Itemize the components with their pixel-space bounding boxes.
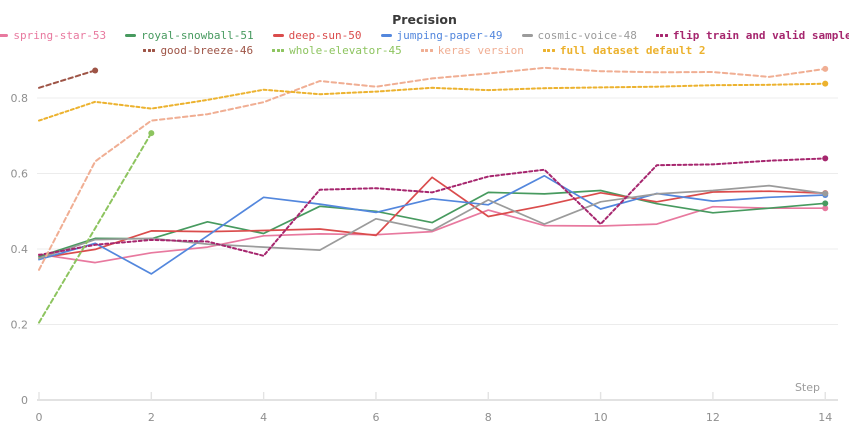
swatch-dash: [147, 49, 151, 52]
legend-label: deep-sun-50: [288, 29, 362, 42]
legend-row-2: good-breeze-46 whole-elevator-45 keras ver…: [0, 44, 849, 57]
legend-item-spring-star-53[interactable]: spring-star-53: [0, 29, 106, 42]
x-tick-label-4: 4: [260, 411, 267, 424]
dashed-line-swatch-icon: [143, 49, 156, 52]
series-endpoint-keras-version: [822, 65, 829, 72]
series-endpoint-whole-elevator-45: [148, 130, 155, 137]
legend-item-keras-version[interactable]: keras version: [420, 44, 524, 57]
x-tick-label-12: 12: [706, 411, 720, 424]
solid-line-swatch-icon: [125, 34, 137, 37]
swatch-dash: [664, 34, 668, 37]
series-line-full-dataset-default-2: [38, 82, 827, 122]
swatch-dash: [660, 34, 664, 37]
series-endpoint-royal-snowball-51: [822, 200, 829, 207]
dashed-line-swatch-icon: [272, 49, 285, 52]
legend-label: cosmic-voice-48: [537, 29, 637, 42]
y-tick-label-0.2: 0.2: [11, 319, 29, 332]
swatch-bar: [521, 34, 533, 37]
swatch-dash: [272, 49, 276, 52]
chart-title: Precision: [392, 12, 457, 27]
legend-label: jumping-paper-49: [396, 29, 503, 42]
series-endpoint-full-dataset-default-2: [822, 80, 829, 87]
swatch-dash: [547, 49, 551, 52]
swatch-dash: [281, 49, 285, 52]
dashed-line-swatch-icon: [420, 49, 433, 52]
legend-item-royal-snowball-51[interactable]: royal-snowball-51: [125, 29, 254, 42]
solid-line-swatch-icon: [521, 34, 533, 37]
swatch-dash: [655, 34, 659, 37]
series-endpoint-good-breeze-46: [92, 67, 99, 74]
legend-label: full dataset default 2: [559, 44, 706, 57]
series-line-whole-elevator-45: [38, 132, 153, 324]
legend-label: keras version: [437, 44, 524, 57]
series-line-keras-version: [38, 66, 827, 271]
legend-item-good-breeze-46[interactable]: good-breeze-46: [143, 44, 253, 57]
solid-line-swatch-icon: [380, 34, 392, 37]
x-tick-label-14: 14: [818, 411, 832, 424]
legend-item-flip-train-and-valid-sample[interactable]: flip train and valid sample: [655, 29, 849, 42]
x-axis-label: Step: [795, 381, 820, 394]
swatch-dash: [429, 49, 433, 52]
x-tick-label-10: 10: [594, 411, 608, 424]
x-tick-label-8: 8: [485, 411, 492, 424]
swatch-dash: [425, 49, 429, 52]
swatch-dash: [420, 49, 424, 52]
series-line-royal-snowball-51: [38, 189, 827, 258]
legend-label: flip train and valid sample: [672, 29, 849, 42]
legend-item-jumping-paper-49[interactable]: jumping-paper-49: [380, 29, 503, 42]
legend-item-full-dataset-default-2[interactable]: full dataset default 2: [542, 44, 706, 57]
legend-label: whole-elevator-45: [289, 44, 402, 57]
legend-item-deep-sun-50[interactable]: deep-sun-50: [272, 29, 362, 42]
series-endpoint-cosmic-voice-48: [822, 190, 829, 197]
series-line-deep-sun-50: [38, 176, 827, 259]
y-tick-label-0.6: 0.6: [11, 168, 29, 181]
swatch-dash: [551, 49, 555, 52]
legend-row-1: spring-star-53 royal-snowball-51 deep-sun-…: [0, 29, 849, 42]
legend-label: good-breeze-46: [160, 44, 254, 57]
series-line-good-breeze-46: [38, 69, 97, 89]
series-endpoint-flip-train-and-valid-sample: [822, 155, 829, 162]
swatch-dash: [542, 49, 546, 52]
y-tick-label-0.8: 0.8: [11, 92, 29, 105]
legend-item-whole-elevator-45[interactable]: whole-elevator-45: [272, 44, 402, 57]
y-tick-label-0: 0: [21, 394, 28, 407]
swatch-bar: [380, 34, 392, 37]
legend-label: spring-star-53: [13, 29, 107, 42]
legend-item-cosmic-voice-48[interactable]: cosmic-voice-48: [521, 29, 637, 42]
series-line-jumping-paper-49: [38, 174, 827, 275]
swatch-dash: [143, 49, 147, 52]
swatch-bar: [125, 34, 137, 37]
series-endpoint-spring-star-53: [822, 205, 829, 212]
series-line-flip-train-and-valid-sample: [38, 157, 827, 257]
y-tick-label-0.4: 0.4: [11, 243, 29, 256]
dashed-line-swatch-icon: [655, 34, 668, 37]
x-tick-label-6: 6: [372, 411, 379, 424]
swatch-dash: [276, 49, 280, 52]
legend-label: royal-snowball-51: [141, 29, 254, 42]
x-tick-label-0: 0: [36, 411, 43, 424]
solid-line-swatch-icon: [0, 34, 9, 37]
solid-line-swatch-icon: [272, 34, 284, 37]
swatch-bar: [272, 34, 284, 37]
swatch-dash: [152, 49, 156, 52]
swatch-bar: [0, 34, 9, 37]
dashed-line-swatch-icon: [542, 49, 555, 52]
x-tick-label-2: 2: [148, 411, 155, 424]
series-line-spring-star-53: [38, 205, 827, 264]
